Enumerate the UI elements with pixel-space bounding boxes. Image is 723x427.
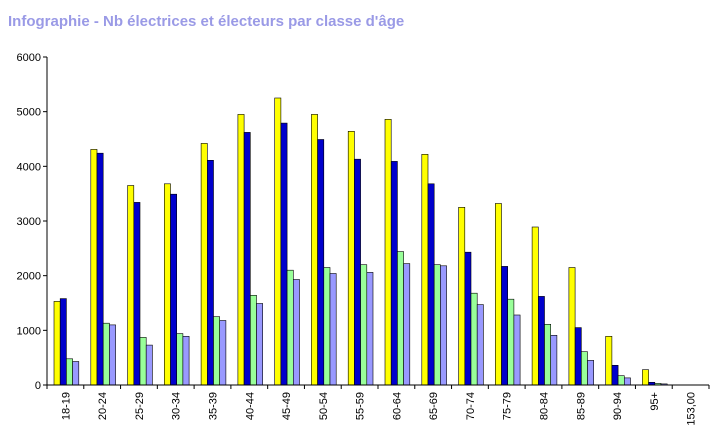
y-tick-label: 6000 — [17, 52, 41, 64]
bar-70-74-s1 — [458, 207, 466, 386]
bar-35-39-s4 — [219, 320, 227, 386]
bar-25-29-s4 — [145, 344, 153, 386]
x-tick-label: 70-74 — [465, 392, 477, 420]
bar-65-69-s2 — [427, 183, 435, 386]
bar-60-64-s1 — [384, 119, 392, 386]
bar-45-49-s4 — [292, 279, 300, 386]
bar-40-44-s4 — [256, 303, 263, 386]
bar-35-39-s2 — [207, 160, 214, 386]
bar-60-64-s4 — [403, 263, 411, 386]
x-tick-label: 60-64 — [391, 392, 403, 420]
x-tick-label: 90-94 — [612, 392, 624, 420]
bar-90-94-s1 — [605, 335, 613, 386]
bar-30-34-s3 — [176, 333, 184, 386]
x-tick-label: 153,00 — [686, 392, 698, 426]
bar-80-84-s4 — [550, 334, 558, 386]
bar-70-74-s2 — [464, 251, 472, 386]
bar-18-19-s4 — [72, 361, 80, 386]
bar-20-24-s4 — [109, 324, 116, 386]
y-ticks: 0 1000 2000 3000 4000 5000 6000 — [17, 52, 47, 392]
bar-50-54-s4 — [329, 273, 337, 386]
x-tick-label: 80-84 — [539, 392, 551, 420]
bar-35-39-s3 — [213, 316, 220, 386]
y-tick-label: 3000 — [17, 216, 41, 228]
chart-title: Infographie - Nb électrices et électeurs… — [8, 13, 405, 30]
bar-50-54-s3 — [323, 267, 331, 386]
bar-60-64-s3 — [397, 251, 404, 386]
x-tick-label: 20-24 — [97, 392, 109, 420]
x-tick-label: 50-54 — [318, 392, 330, 420]
bar-18-19-s3 — [66, 358, 73, 386]
bar-30-34-s4 — [182, 335, 190, 386]
bar-85-89-s2 — [574, 327, 582, 386]
bar-35-39-s1 — [200, 143, 208, 386]
bar-80-84-s2 — [537, 296, 545, 386]
bar-25-29-s2 — [133, 202, 141, 386]
bar-85-89-s1 — [568, 267, 576, 386]
bar-75-79-s1 — [494, 203, 502, 386]
bar-80-84-s1 — [531, 226, 539, 386]
y-tick-label: 2000 — [17, 271, 41, 283]
bar-45-49-s2 — [280, 122, 288, 386]
bar-45-49-s3 — [286, 269, 294, 386]
bar-55-59-s4 — [366, 272, 374, 386]
x-tick-label: 18-19 — [60, 392, 72, 420]
y-tick-label: 4000 — [17, 161, 41, 173]
bar-70-74-s4 — [476, 304, 484, 386]
bar-95+-s1 — [642, 369, 649, 386]
bar-65-69-s1 — [421, 154, 429, 386]
y-tick-label: 0 — [35, 380, 41, 392]
bar-90-94-s2 — [611, 364, 619, 386]
bar-90-94-s4 — [623, 377, 631, 386]
y-tick-label: 5000 — [17, 107, 41, 119]
x-tick-label: 95+ — [649, 392, 661, 411]
bar-40-44-s3 — [250, 294, 257, 386]
bars-group — [53, 97, 668, 386]
bar-60-64-s2 — [390, 161, 398, 386]
bar-85-89-s4 — [587, 360, 594, 386]
bar-45-49-s1 — [274, 97, 282, 386]
bar-75-79-s4 — [513, 314, 521, 386]
x-ticks: 18-19 20-24 25-29 30-34 35-39 40-44 45-49 50-54… — [46, 385, 710, 426]
bar-20-24-s1 — [90, 149, 98, 386]
bar-20-24-s3 — [102, 322, 110, 386]
bar-85-89-s3 — [580, 351, 588, 386]
bar-20-24-s2 — [96, 152, 104, 386]
x-tick-label: 35-39 — [208, 392, 220, 420]
bar-40-44-s1 — [237, 114, 245, 386]
x-tick-label: 85-89 — [575, 392, 587, 420]
x-tick-label: 45-49 — [281, 392, 293, 420]
bar-70-74-s3 — [470, 292, 478, 386]
x-tick-label: 65-69 — [428, 392, 440, 420]
bar-55-59-s2 — [354, 158, 361, 386]
bar-75-79-s3 — [507, 298, 515, 386]
x-tick-label: 40-44 — [244, 392, 256, 420]
y-tick-label: 1000 — [17, 325, 41, 337]
bar-65-69-s4 — [440, 265, 447, 386]
bar-65-69-s3 — [433, 264, 441, 386]
bar-25-29-s3 — [139, 337, 147, 386]
bar-50-54-s2 — [317, 139, 325, 386]
bar-55-59-s3 — [360, 264, 368, 386]
bar-30-34-s1 — [164, 183, 171, 386]
bar-50-54-s1 — [311, 114, 318, 386]
bar-25-29-s1 — [127, 185, 135, 386]
bar-55-59-s1 — [347, 131, 355, 386]
bar-90-94-s3 — [617, 375, 625, 386]
x-tick-label: 30-34 — [171, 392, 183, 420]
bar-18-19-s2 — [59, 298, 67, 386]
bar-40-44-s2 — [243, 132, 251, 386]
bar-18-19-s1 — [53, 301, 61, 386]
x-tick-label: 25-29 — [134, 392, 146, 420]
bar-75-79-s2 — [501, 266, 508, 386]
x-tick-label: 75-79 — [502, 392, 514, 420]
bar-30-34-s2 — [170, 193, 177, 386]
bar-80-84-s3 — [544, 323, 551, 386]
x-tick-label: 55-59 — [355, 392, 367, 420]
